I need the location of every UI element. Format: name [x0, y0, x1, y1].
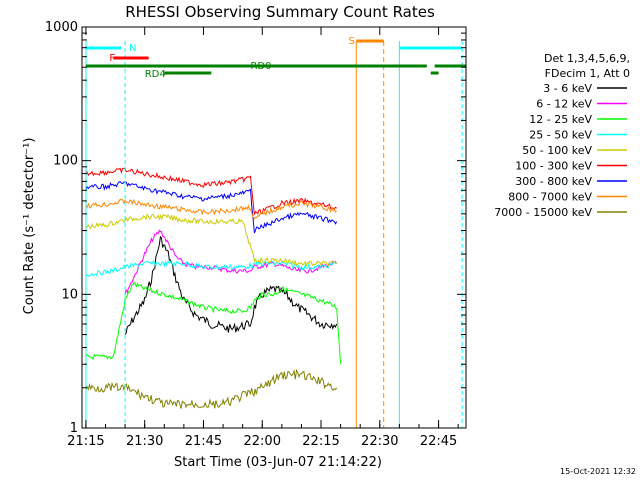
y-tick-label-0: 1	[70, 421, 78, 436]
x-tick-label-3: 22:00	[244, 434, 281, 449]
x-tick-label-5: 22:30	[361, 434, 398, 449]
y-tick-label-2: 100	[53, 154, 78, 169]
flag-layer: N F RD0 RD4 S	[85, 36, 466, 80]
y-tick-label-3: 1000	[45, 20, 78, 35]
series-line-4	[85, 213, 338, 268]
legend-label-2: 12 - 25 keV	[529, 113, 592, 126]
legend-label-7: 800 - 7000 keV	[508, 191, 592, 204]
legend-label-4: 50 - 100 keV	[522, 144, 592, 157]
flag-label-rd0: RD0	[250, 61, 271, 72]
legend-header-line-1: Det 1,3,4,5,6,9,	[544, 52, 630, 65]
series-line-6	[85, 181, 338, 234]
legend-label-5: 100 - 300 keV	[515, 160, 592, 173]
marker-layer	[85, 41, 463, 428]
flag-label-rd4: RD4	[145, 69, 166, 80]
tick-layer: 21:15 21:30 21:45 22:00 22:15 22:30 22:45 1 10 10…	[45, 20, 466, 449]
legend-label-6: 300 - 800 keV	[515, 175, 592, 188]
y-axis-label: Count Rate (s⁻¹ detector⁻¹)	[22, 138, 37, 315]
x-tick-label-1: 21:30	[126, 434, 163, 449]
legend-label-3: 25 - 50 keV	[529, 129, 592, 142]
series-line-0	[124, 235, 338, 335]
series-line-8	[85, 368, 338, 409]
series-line-3	[85, 259, 337, 277]
chart-title: RHESSI Observing Summary Count Rates	[125, 3, 435, 21]
series-line-7	[85, 198, 338, 220]
flag-label-n: N	[129, 43, 136, 54]
x-tick-label-2: 21:45	[185, 434, 222, 449]
legend-label-8: 7000 - 15000 keV	[494, 206, 592, 219]
x-tick-label-0: 21:15	[67, 434, 104, 449]
x-axis-label: Start Time (03-Jun-07 21:14:22)	[174, 455, 382, 470]
legend: Det 1,3,4,5,6,9, FDecim 1, Att 0 3 - 6 k…	[494, 52, 630, 219]
series-layer	[85, 167, 342, 409]
y-tick-label-1: 10	[61, 287, 78, 302]
series-line-1	[124, 229, 338, 295]
series-line-2	[85, 281, 342, 365]
plot-frame	[81, 26, 467, 429]
legend-label-1: 6 - 12 keV	[536, 98, 592, 111]
flag-label-f: F	[109, 53, 115, 64]
legend-header-line-2: FDecim 1, Att 0	[545, 67, 630, 80]
generation-timestamp: 15-Oct-2021 12:32	[560, 467, 636, 476]
series-line-5	[85, 167, 338, 215]
x-tick-label-4: 22:15	[302, 434, 339, 449]
flag-label-s: S	[348, 36, 354, 47]
x-tick-label-6: 22:45	[420, 434, 457, 449]
legend-label-0: 3 - 6 keV	[543, 82, 592, 95]
